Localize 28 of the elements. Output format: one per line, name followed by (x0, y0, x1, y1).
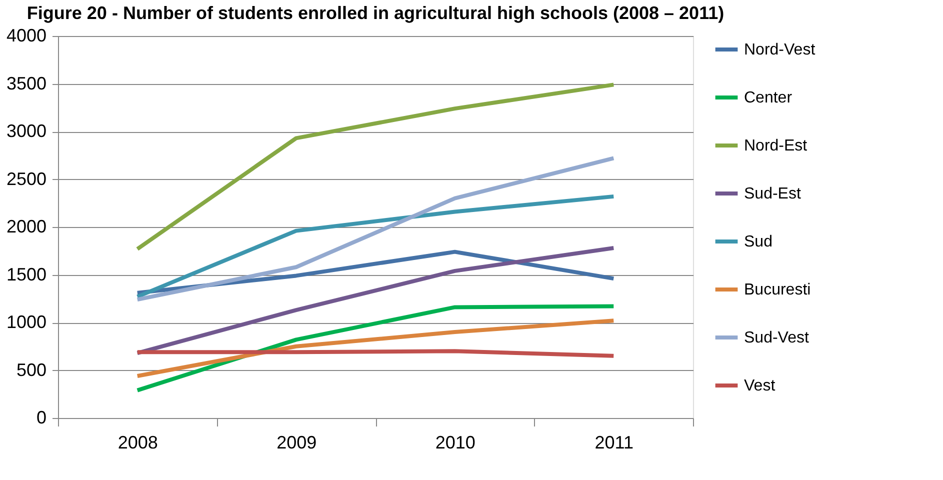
x-tick-label: 2010 (435, 432, 476, 452)
legend-label: Nord-Vest (744, 42, 816, 58)
y-tick-label: 2000 (6, 216, 46, 236)
line-series (135, 156, 616, 302)
line-series (135, 304, 616, 392)
line-series (135, 194, 616, 299)
y-tick-label: 500 (16, 360, 46, 380)
y-tick-label: 4000 (6, 26, 46, 46)
y-tick-label: 3000 (6, 121, 46, 141)
legend-label: Sud-Vest (744, 330, 810, 346)
line-series (135, 82, 616, 251)
y-tick-label: 1000 (6, 312, 46, 332)
y-tick-label: 2500 (6, 168, 46, 189)
legend-label: Vest (744, 378, 776, 394)
legend-label: Nord-Est (744, 138, 808, 154)
y-tick-label: 3500 (6, 73, 46, 94)
legend-label: Bucuresti (744, 282, 811, 298)
line-series (135, 246, 616, 356)
y-tick-label: 1500 (6, 264, 46, 284)
legend-label: Sud (744, 234, 772, 250)
line-series (135, 318, 616, 378)
y-tick-label: 0 (36, 408, 46, 428)
legend-label: Sud-Est (744, 186, 802, 202)
x-tick-label: 2011 (594, 432, 634, 452)
legend-label: Center (744, 90, 793, 106)
x-tick-label: 2009 (276, 432, 317, 452)
chart-title: Figure 20 - Number of students enrolled in agricultural high schools (2008 – 2011) (26, 3, 724, 23)
x-tick-label: 2008 (118, 432, 158, 452)
